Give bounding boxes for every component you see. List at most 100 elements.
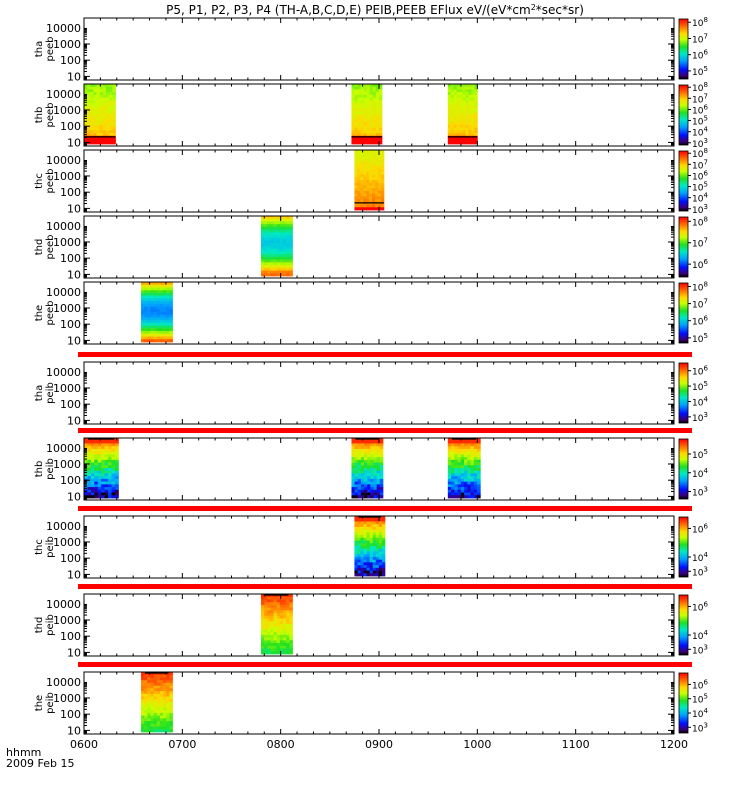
spectrogram-cell — [366, 124, 371, 129]
spectrogram-cell — [369, 567, 374, 571]
spectrogram-cell — [357, 196, 361, 200]
spectrogram-cell — [101, 462, 106, 466]
spectrogram-cell — [459, 92, 463, 96]
spectrogram-cell — [375, 119, 380, 123]
colorbar-tick-label: 105 — [692, 115, 708, 128]
panel-y-label: thapeeb — [34, 37, 56, 62]
spectrogram-cell — [156, 729, 161, 733]
spectrogram-cell — [141, 295, 145, 299]
spectrogram-cell — [459, 94, 463, 99]
spectrogram-cell — [381, 529, 386, 533]
spectrogram-cell — [279, 254, 284, 258]
spectrogram-cell — [147, 704, 151, 708]
spectrogram-cell — [447, 84, 452, 88]
spectrogram-cell — [289, 229, 293, 233]
spectrogram-cell — [109, 108, 113, 112]
colorbar-tick-label: 107 — [692, 32, 708, 45]
spectrogram-cell — [357, 529, 361, 533]
spectrogram-cell — [273, 640, 278, 644]
spectrogram-cell — [354, 94, 358, 99]
spectrogram-cell — [465, 138, 469, 142]
spectrogram-cell — [360, 524, 364, 528]
spectrogram-cell — [378, 89, 383, 93]
spectrogram-cell — [369, 199, 373, 203]
spectrogram-cell — [380, 163, 385, 167]
spectrogram-cell — [447, 446, 452, 450]
spectrogram-cell — [366, 204, 370, 208]
spectrogram-cell — [351, 138, 355, 142]
spectrogram-cell — [468, 130, 472, 134]
spectrogram-cell — [381, 532, 386, 536]
spectrogram-cell — [457, 467, 462, 472]
spectrogram-cell — [270, 243, 274, 247]
spectrogram-cell — [104, 459, 109, 463]
spectrogram-cell — [283, 648, 287, 652]
spectrogram-cell — [459, 133, 463, 137]
spectrogram-cell — [106, 92, 110, 96]
spectrogram-cell — [159, 320, 164, 324]
spectrogram-cell — [363, 529, 368, 533]
colorbar-tick-label: 103 — [692, 411, 708, 424]
spectrogram-cell — [156, 710, 161, 714]
y-tick-label: 100 — [60, 252, 81, 265]
spectrogram-cell — [378, 152, 382, 156]
spectrogram-cell — [87, 138, 91, 142]
spectrogram-cell — [150, 303, 155, 307]
spectrogram-cell — [351, 89, 355, 93]
spectrogram-cell — [87, 89, 91, 93]
spectrogram-cell — [474, 111, 478, 115]
spectrogram-cell — [378, 116, 383, 120]
spectrogram-cell — [163, 721, 167, 725]
spectrogram-cell — [156, 292, 161, 297]
spectrogram-cell — [378, 532, 383, 536]
y-tick-label: 100 — [60, 474, 81, 487]
spectrogram-cell — [357, 457, 362, 461]
spectrogram-cell — [474, 122, 478, 126]
spectrogram-cell — [465, 124, 469, 129]
spectrogram-cell — [468, 119, 472, 123]
spectrogram-cell — [99, 122, 104, 126]
spectrogram-cell — [289, 232, 293, 236]
spectrogram-cell — [357, 518, 361, 522]
spectrogram-cell — [465, 141, 469, 145]
spectrogram-cell — [360, 133, 365, 137]
spectrogram-cell — [360, 440, 365, 444]
x-tick-label: 1000 — [463, 738, 491, 751]
spectrogram-cell — [141, 718, 145, 722]
spectrogram-cell — [450, 108, 455, 112]
spectrogram-cell — [351, 130, 355, 134]
spectrogram-cell — [279, 629, 284, 633]
spectrogram-cell — [109, 92, 113, 96]
spectrogram-cell — [90, 467, 95, 472]
y-tick-label: 1000 — [53, 536, 81, 549]
spectrogram-cell — [351, 103, 355, 107]
spectrogram-cell — [370, 492, 374, 496]
spectrogram-cell — [101, 446, 106, 450]
spectrogram-cell — [372, 166, 376, 170]
spectrogram-cell — [273, 632, 278, 636]
spectrogram-cell — [169, 306, 173, 310]
spectrogram-cell — [267, 637, 271, 641]
spectrogram-cell — [273, 267, 278, 271]
spectrogram-cell — [156, 306, 161, 310]
spectrogram-cell — [261, 267, 265, 271]
spectrogram-cell — [283, 265, 287, 269]
spectrogram-cell — [351, 492, 356, 496]
spectrogram-cell — [447, 89, 452, 93]
spectrogram-cell — [457, 495, 462, 499]
spectrogram-cell — [367, 478, 371, 483]
spectrogram-cell — [84, 443, 88, 447]
spectrogram-cell — [101, 476, 106, 480]
spectrogram-cell — [276, 607, 281, 611]
panel-instrument-label: peeb — [45, 103, 56, 128]
spectrogram-cell — [373, 470, 378, 474]
spectrogram-cell — [108, 467, 112, 472]
spectrogram-cell — [101, 443, 106, 447]
spectrogram-cell — [366, 518, 371, 522]
spectrogram-cell — [370, 465, 374, 469]
spectrogram-cell — [264, 618, 268, 622]
spectrogram-cell — [360, 484, 365, 488]
spectrogram-cell — [84, 97, 88, 101]
y-tick-label: 100 — [60, 318, 81, 331]
spectrogram-cell — [87, 470, 92, 474]
